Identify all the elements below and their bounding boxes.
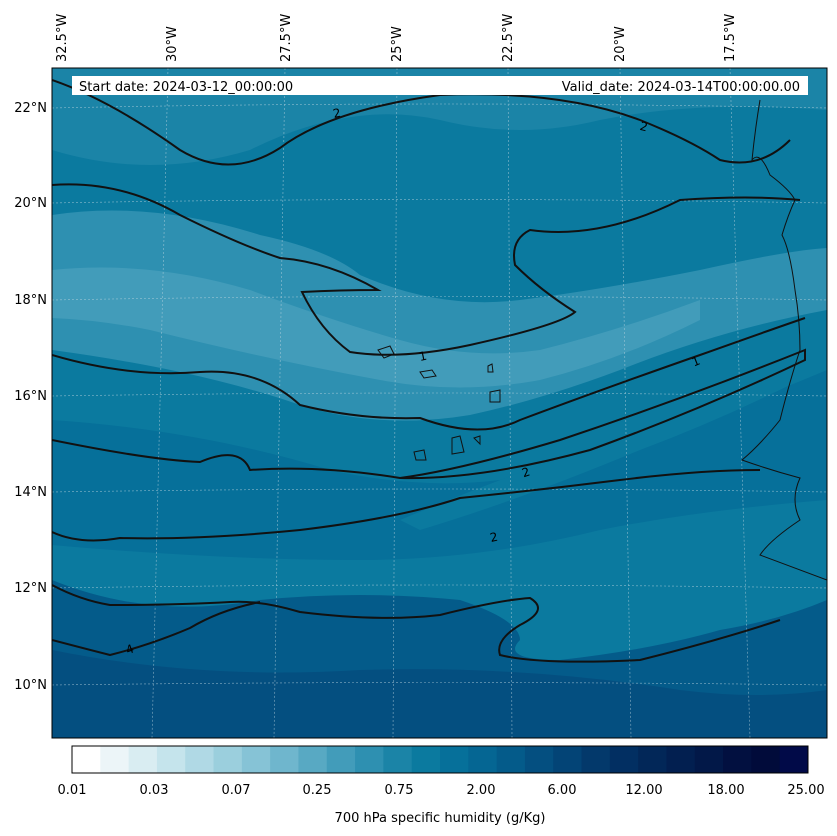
colorbar-cell	[241, 746, 271, 773]
colorbar-cell	[411, 746, 441, 773]
lat-label: 10°N	[14, 678, 47, 693]
header-box	[72, 76, 808, 95]
humidity-fill-driest	[52, 267, 700, 388]
lon-label: 25°W	[390, 26, 405, 62]
africa-coastline	[741, 99, 827, 581]
cape-verde-islands	[377, 345, 501, 461]
humidity-fill-south-deep	[52, 650, 827, 738]
colorbar-tick-label: 2.00	[467, 783, 496, 798]
colorbar-cell	[553, 746, 583, 773]
colorbar-tick-label: 0.75	[385, 783, 414, 798]
colorbar-tick-label: 0.25	[303, 783, 332, 798]
contour-line	[52, 317, 806, 431]
map-panel: 2 2 1 1 2 2 4	[52, 68, 827, 738]
colorbar-tick-label: 0.03	[140, 783, 169, 798]
colorbar-cell	[609, 746, 639, 773]
colorbar-cell	[298, 746, 328, 773]
colorbar-cell	[185, 746, 215, 773]
lon-label: 17.5°W	[723, 14, 738, 62]
lat-label: 20°N	[14, 196, 47, 211]
colorbar-cell	[779, 746, 809, 773]
contour-label: 4	[124, 642, 136, 658]
humidity-fill-dry-band	[52, 210, 827, 421]
colorbar-cell	[638, 746, 667, 773]
colorbar-cell	[72, 746, 101, 773]
lat-label: 12°N	[14, 581, 47, 596]
lon-label: 22.5°W	[501, 14, 516, 62]
colorbar-tick-label: 6.00	[548, 783, 577, 798]
humidity-contours	[52, 79, 806, 663]
lat-label: 18°N	[14, 293, 47, 308]
colorbar-cell	[156, 746, 186, 773]
contour-label: 1	[418, 349, 428, 364]
colorbar-tick-label: 12.00	[625, 783, 662, 798]
gridlines	[52, 68, 827, 738]
lat-label: 16°N	[14, 389, 47, 404]
humidity-fill-mid	[52, 370, 827, 560]
colorbar-cell	[213, 746, 243, 773]
contour-label: 2	[332, 106, 342, 121]
colorbar-cell	[440, 746, 469, 773]
lat-label: 22°N	[14, 101, 47, 116]
colorbar-cell	[666, 746, 696, 773]
colorbar-cell	[468, 746, 498, 773]
contour-label: 2	[489, 530, 499, 545]
lon-label: 32.5°W	[55, 14, 70, 62]
colorbar-cell	[100, 746, 130, 773]
longitude-labels: 32.5°W 30°W 27.5°W 25°W 22.5°W 20°W 17.5…	[55, 14, 738, 62]
colorbar-cell	[524, 746, 554, 773]
colorbar-frame	[71, 745, 809, 774]
latitude-labels: 22°N 20°N 18°N 16°N 14°N 12°N 10°N	[14, 101, 47, 693]
colorbar-cell	[355, 746, 384, 773]
colorbar-cell	[581, 746, 611, 773]
valid-date-label: Valid_date: 2024-03-14T00:00:00.00	[562, 80, 800, 95]
humidity-fill-moist-band	[400, 360, 800, 530]
colorbar-tick-label: 18.00	[707, 783, 744, 798]
map-frame	[51, 67, 828, 739]
colorbar-ticks: 0.01 0.03 0.07 0.25 0.75 2.00 6.00 12.00…	[58, 783, 825, 798]
colorbar-tick-label: 25.00	[787, 783, 824, 798]
contour-line	[52, 183, 801, 356]
contour-line	[52, 584, 781, 663]
lon-label: 27.5°W	[279, 14, 294, 62]
lon-label: 30°W	[165, 26, 180, 62]
contour-label: 2	[638, 119, 649, 134]
colorbar-tick-label: 0.07	[222, 783, 251, 798]
lon-label: 20°W	[613, 26, 628, 62]
colorbar-cell	[751, 746, 781, 773]
colorbar-cell	[270, 746, 299, 773]
lat-label: 14°N	[14, 485, 47, 500]
colorbar-cell	[723, 746, 752, 773]
colorbar-tick-label: 0.01	[58, 783, 87, 798]
colorbar-cell	[694, 746, 724, 773]
colorbar	[72, 746, 809, 773]
colorbar-cell	[496, 746, 526, 773]
contour-line	[52, 469, 761, 542]
colorbar-cell	[128, 746, 158, 773]
colorbar-cell	[326, 746, 356, 773]
contour-line	[52, 348, 806, 480]
contour-line	[52, 79, 791, 166]
colorbar-cell	[383, 746, 413, 773]
contour-line	[52, 601, 261, 657]
start-date-label: Start date: 2024-03-12_00:00:00	[79, 80, 293, 95]
coastlines	[377, 99, 827, 581]
contour-label: 2	[520, 465, 532, 481]
colorbar-title: 700 hPa specific humidity (g/Kg)	[335, 811, 546, 826]
